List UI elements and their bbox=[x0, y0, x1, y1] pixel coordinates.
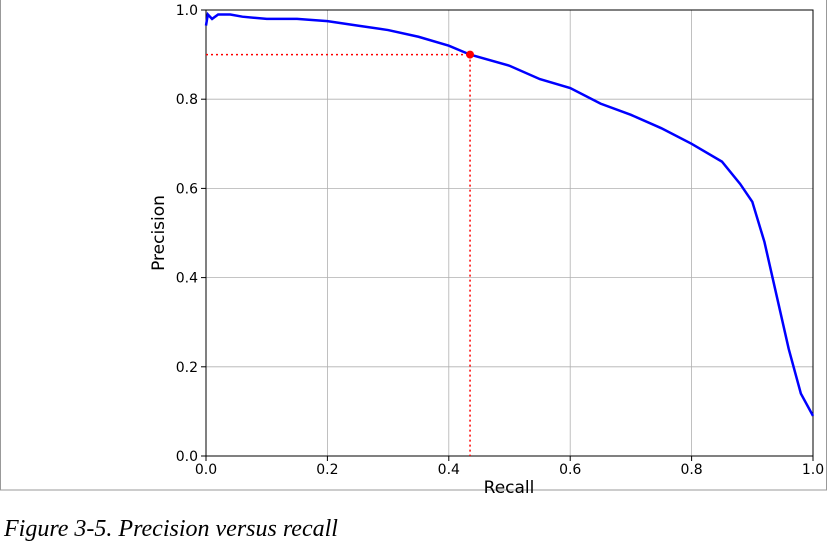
x-tick-label: 1.0 bbox=[802, 462, 824, 478]
y-tick-label: 1.0 bbox=[176, 3, 198, 19]
x-tick-label: 0.2 bbox=[316, 462, 338, 478]
y-tick-label: 0.0 bbox=[176, 449, 198, 465]
y-axis-label: Precision bbox=[149, 195, 169, 271]
x-tick-label: 0.6 bbox=[559, 462, 581, 478]
plot-frame bbox=[205, 9, 814, 457]
y-tick-label: 0.2 bbox=[176, 360, 198, 376]
y-tick-label: 0.8 bbox=[176, 92, 198, 108]
figure-frame bbox=[0, 0, 827, 491]
x-tick-label: 0.0 bbox=[195, 462, 217, 478]
threshold-point bbox=[466, 50, 475, 59]
precision-recall-curve bbox=[204, 11, 815, 417]
caption: Figure 3-5. Precision versus recall bbox=[3, 516, 338, 542]
x-tick-label: 0.8 bbox=[680, 462, 702, 478]
x-tick-label: 0.4 bbox=[438, 462, 460, 478]
x-axis-label: Recall bbox=[484, 478, 535, 498]
y-tick-label: 0.6 bbox=[176, 181, 198, 197]
y-tick-label: 0.4 bbox=[176, 271, 198, 287]
